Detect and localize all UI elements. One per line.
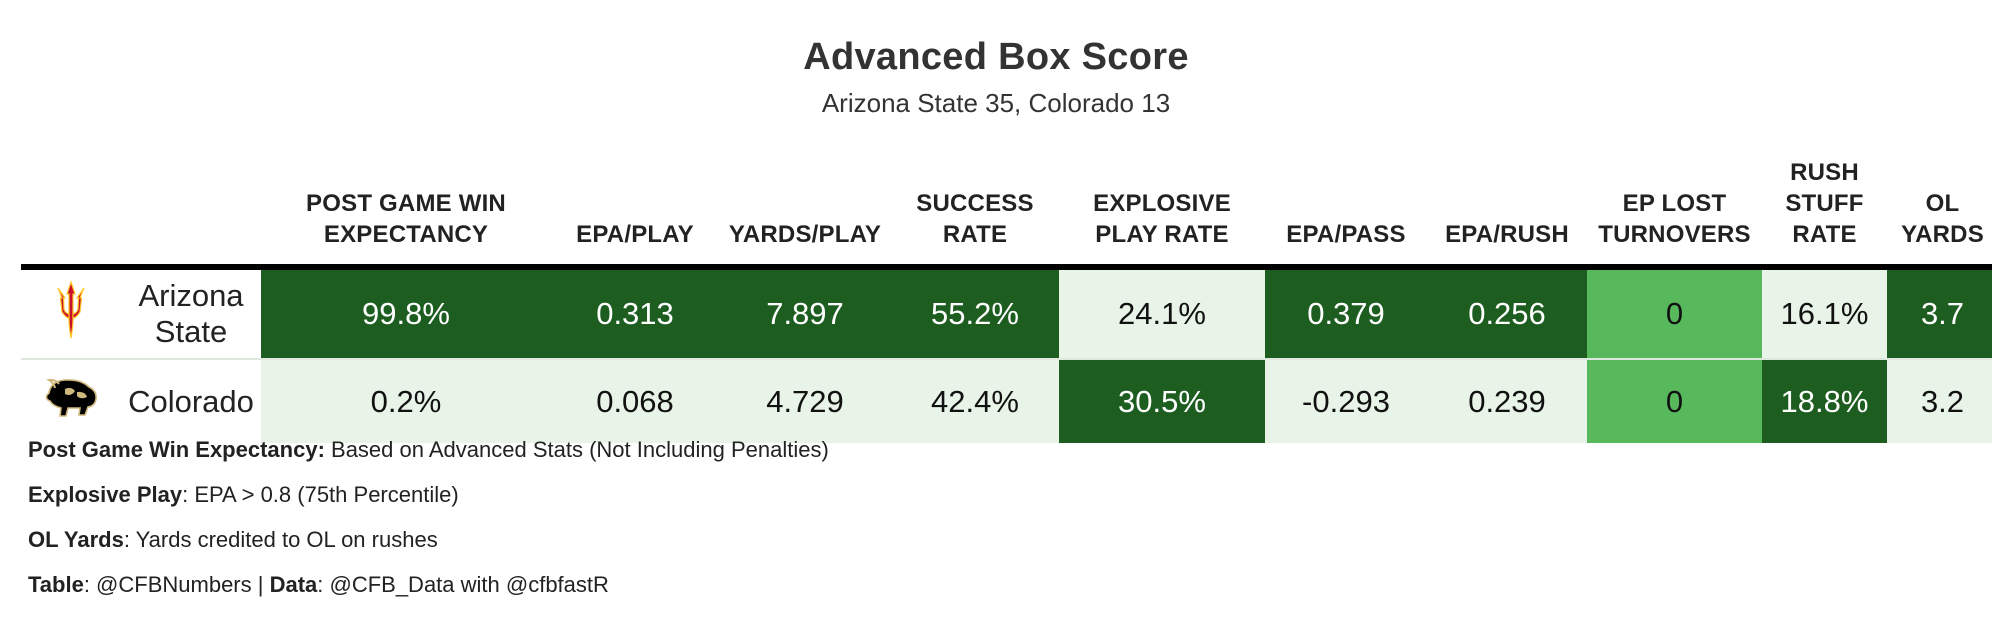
cell-epa-rush: 0.256 (1427, 267, 1587, 360)
arizona-state-pitchfork-icon (57, 280, 85, 339)
column-header-yards-play: YARDS/PLAY (719, 142, 891, 270)
cell-explosive-play-rate: 30.5% (1059, 359, 1265, 443)
cell-rush-stuff-rate: 16.1% (1762, 267, 1887, 360)
footnote-text: Based on Advanced Stats (Not Including P… (324, 437, 829, 462)
team-name: Colorado (128, 383, 254, 419)
cell-epa-pass: 0.379 (1265, 267, 1427, 360)
cell-ep-lost-turnovers: 0 (1587, 359, 1762, 443)
team-column-header (121, 142, 261, 270)
page-title: Advanced Box Score (803, 36, 1189, 78)
column-header-explosive-play-rate: EXPLOSIVE PLAY RATE (1059, 142, 1265, 270)
footnote-label: Post Game Win Expectancy: (28, 437, 325, 462)
cell-explosive-play-rate: 24.1% (1059, 267, 1265, 360)
team-name: Arizona State (121, 267, 261, 360)
cell-ep-lost-turnovers: 0 (1587, 267, 1762, 360)
column-header-rush-stuff-rate: RUSH STUFF RATE (1762, 142, 1887, 270)
cell-rush-stuff-rate: 18.8% (1762, 359, 1887, 443)
cell-epa-rush: 0.239 (1427, 359, 1587, 443)
cell-ol-yards: 3.7 (1887, 267, 1992, 360)
cell-ol-yards: 3.2 (1887, 359, 1992, 443)
column-header-ol-yards: OL YARDS (1887, 142, 1992, 270)
cell-success-rate: 55.2% (891, 267, 1059, 360)
cell-success-rate: 42.4% (891, 359, 1059, 443)
footnote-text: : Yards credited to OL on rushes (123, 527, 438, 552)
team-logo-cell (21, 267, 121, 360)
column-header-epa-pass: EPA/PASS (1265, 142, 1427, 270)
cell-epa-play: 0.068 (551, 359, 719, 443)
credits-data-value: : @CFB_Data with @cfbfastR (317, 572, 609, 597)
colorado-buffalo-icon (45, 378, 97, 417)
cell-epa-play: 0.313 (551, 267, 719, 360)
column-header-epa-play: EPA/PLAY (551, 142, 719, 270)
footnote-text: : EPA > 0.8 (75th Percentile) (182, 482, 459, 507)
footnote-label: Explosive Play (28, 482, 183, 507)
cell-win-expectancy: 0.2% (261, 359, 551, 443)
footnote-explosive-play: Explosive Play: EPA > 0.8 (75th Percenti… (28, 481, 829, 526)
column-header-success-rate: SUCCESS RATE (891, 142, 1059, 270)
logo-column-header (21, 142, 121, 270)
table-row: Colorado 0.2% 0.068 4.729 42.4% 30.5% -0… (21, 359, 1992, 443)
column-header-ep-lost-turnovers: EP LOST TURNOVERS (1587, 142, 1762, 270)
footnote-win-expectancy: Post Game Win Expectancy: Based on Advan… (28, 436, 829, 481)
table-header-row: POST GAME WIN EXPECTANCY EPA/PLAY YARDS/… (21, 142, 1992, 270)
game-score-subtitle: Arizona State 35, Colorado 13 (821, 88, 1171, 118)
credits-line: Table: @CFBNumbers | Data: @CFB_Data wit… (28, 571, 829, 616)
team-logo-cell (21, 359, 121, 443)
credits-table-label: Table (28, 572, 84, 597)
footnote-label: OL Yards (28, 527, 124, 552)
column-header-win-expectancy: POST GAME WIN EXPECTANCY (261, 142, 551, 270)
table-footnotes: Post Game Win Expectancy: Based on Advan… (28, 436, 829, 616)
footnote-ol-yards: OL Yards: Yards credited to OL on rushes (28, 526, 829, 571)
cell-epa-pass: -0.293 (1265, 359, 1427, 443)
credits-table-value: : @CFBNumbers | (83, 572, 270, 597)
table-row: Arizona State 99.8% 0.313 7.897 55.2% 24… (21, 267, 1992, 360)
advanced-box-score-table: POST GAME WIN EXPECTANCY EPA/PLAY YARDS/… (21, 142, 1992, 443)
cell-yards-play: 4.729 (719, 359, 891, 443)
cell-win-expectancy: 99.8% (261, 267, 551, 360)
column-header-epa-rush: EPA/RUSH (1427, 142, 1587, 270)
credits-data-label: Data (269, 572, 318, 597)
cell-yards-play: 7.897 (719, 267, 891, 360)
